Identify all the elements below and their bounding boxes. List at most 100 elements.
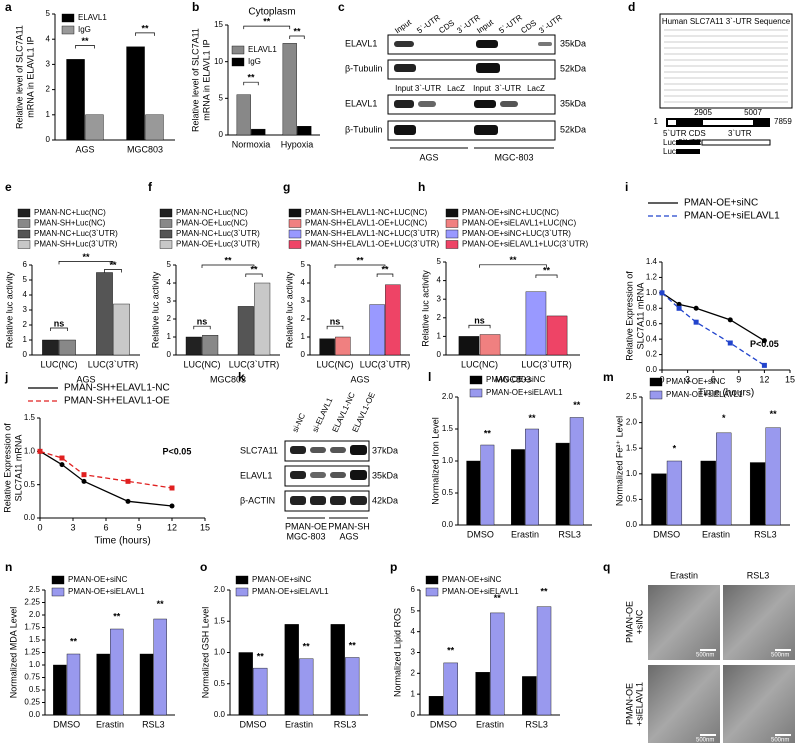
construct-bar (701, 139, 771, 146)
bar (546, 315, 568, 356)
legend-label: PMAN-OE+siNC+LUC(3`UTR) (462, 229, 571, 238)
legend-swatch (159, 219, 173, 228)
bar (511, 449, 525, 526)
line (661, 292, 765, 366)
legend-label: PMAN-SH+ELAVL1-OE+LUC(3`UTR) (305, 240, 439, 249)
lane-label: Input (473, 84, 492, 93)
blot (387, 94, 556, 115)
column-label: RSL3 (747, 570, 770, 580)
point (761, 338, 767, 344)
y-axis-label: Relative Expression of (2, 423, 12, 513)
legend-swatch (469, 375, 483, 385)
y-tick-label: 5 (219, 93, 224, 102)
row-label: ELAVL1 (240, 470, 272, 480)
legend-swatch (288, 219, 302, 228)
bar (335, 336, 351, 356)
bar (110, 628, 124, 716)
bar (765, 427, 781, 526)
annotation: ** (157, 599, 165, 609)
x-tick-label: MGC803 (127, 144, 163, 154)
y-axis-label: Relative Expression of (624, 271, 634, 361)
bar (253, 667, 268, 716)
legend-swatch (469, 388, 483, 398)
bar (666, 460, 683, 526)
x-tick-label: LUC(3`UTR) (88, 359, 139, 369)
size-label: 35kDa (372, 470, 398, 480)
y-tick-label: 0.75 (24, 673, 40, 682)
y-tick-label: 0 (219, 130, 224, 139)
legend-swatch (288, 208, 302, 218)
panel-label: i (625, 180, 628, 194)
blot (387, 120, 556, 141)
bar (185, 336, 202, 356)
annotation: ns (197, 317, 208, 327)
panel-k: k si-NC si-ELAVL1 ELAVL1-NC ELAVL1-OE SL… (238, 370, 398, 541)
legend-label: IgG (78, 25, 91, 34)
bar (466, 460, 481, 526)
size-label: 37kDa (372, 445, 398, 455)
point (37, 448, 43, 454)
panel-label: l (428, 370, 431, 384)
band (476, 40, 498, 48)
y-tick-label: 4 (46, 34, 51, 43)
y-tick-label: 2 (437, 313, 442, 322)
legend-label: IgG (248, 57, 261, 66)
legend-swatch (445, 229, 459, 239)
panel-label: n (5, 560, 12, 574)
y-axis-label: SLC7A11 mRNA (635, 283, 645, 350)
bar (237, 306, 254, 356)
legend-label: PMAN-OE+siNC (442, 575, 502, 584)
legend-label: PMAN-SH+Luc(NC) (34, 219, 106, 228)
band (474, 125, 498, 135)
bar (284, 624, 299, 716)
y-tick-label: 0.25 (24, 698, 40, 707)
legend-label: PMAN-SH+Luc(3`UTR) (34, 240, 118, 249)
band (394, 100, 414, 108)
legend-label: PMAN-OE+siNC (684, 198, 758, 209)
blot (284, 440, 370, 462)
annotation: ** (770, 409, 778, 419)
point (693, 305, 699, 311)
legend-swatch (231, 57, 245, 67)
x-tick-label: RSL3 (558, 529, 581, 539)
y-tick-label: 4 (437, 276, 442, 285)
row-label: SLC7A11 (240, 445, 278, 455)
x-axis-label: MGC803 (495, 374, 531, 384)
size-label: 35kDa (560, 98, 586, 108)
bar (153, 618, 167, 716)
y-tick-label: 2.0 (626, 418, 638, 427)
y-tick-label: 2 (23, 320, 28, 329)
band (474, 100, 496, 108)
y-tick-label: 1.0 (214, 648, 226, 657)
point (59, 455, 65, 461)
x-axis-label: Time (hours) (94, 536, 150, 547)
legend-label: PMAN-OE+siNC (486, 375, 546, 384)
y-axis-label: mRNA in ELAVL1 IP (25, 36, 35, 117)
y-tick-label: 0.0 (24, 513, 36, 522)
y-tick-label: 0.0 (646, 365, 658, 374)
size-label: 42kDa (372, 495, 398, 505)
significance-bracket (193, 325, 211, 330)
y-tick-label: 4 (23, 290, 28, 299)
bar (238, 652, 253, 716)
legend-label: PMAN-OE+siELAVL1 (442, 587, 519, 596)
column-label: Erastin (670, 570, 698, 580)
band (310, 447, 326, 453)
y-tick-label: 0 (46, 135, 51, 144)
point (169, 485, 175, 491)
y-axis-label: Relative level of SLC7A11 (190, 28, 200, 132)
annotation: ** (81, 36, 89, 46)
y-tick-label: 2.0 (442, 392, 454, 401)
annotation: ** (82, 252, 90, 262)
bar (555, 442, 570, 526)
significance-bracket (376, 273, 394, 277)
band (310, 472, 326, 478)
scale-label: 500nm (771, 653, 789, 659)
y-tick-label: 4 (301, 278, 306, 287)
legend-swatch (425, 587, 439, 597)
position: 5007 (744, 108, 762, 117)
annotation: ** (543, 265, 551, 275)
y-tick-label: 3 (23, 305, 28, 314)
bar (299, 658, 314, 716)
y-tick-label: 0.8 (646, 303, 658, 312)
